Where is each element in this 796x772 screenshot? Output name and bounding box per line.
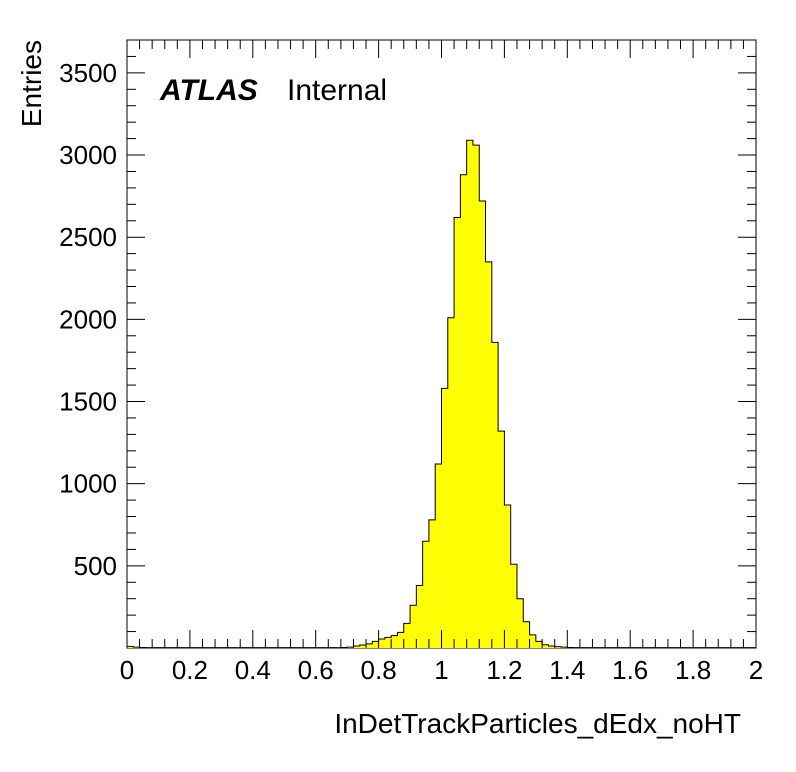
x-tick-label: 1.2 bbox=[486, 655, 522, 685]
histogram-bin bbox=[384, 637, 392, 648]
axis-ticks bbox=[126, 39, 757, 648]
histogram-bin bbox=[428, 519, 436, 648]
histogram-bars bbox=[126, 139, 757, 649]
histogram-bin bbox=[479, 201, 486, 648]
histogram-bin bbox=[516, 598, 524, 648]
x-tick-label: 1.4 bbox=[549, 655, 585, 685]
histogram-bin bbox=[353, 646, 360, 648]
x-tick-label: 0 bbox=[120, 655, 134, 685]
histogram-bin bbox=[491, 342, 499, 648]
atlas-label: ATLAS bbox=[159, 74, 258, 107]
histogram-bin bbox=[410, 605, 417, 648]
x-tick-label: 1 bbox=[434, 655, 448, 685]
histogram-bin bbox=[422, 541, 429, 648]
x-tick-label: 1.8 bbox=[675, 655, 711, 685]
histogram-bin bbox=[504, 505, 511, 648]
y-tick-label: 1000 bbox=[59, 469, 117, 499]
histogram-bin bbox=[391, 635, 398, 648]
y-axis-title: Entries bbox=[16, 40, 47, 127]
histogram-bin bbox=[523, 621, 530, 648]
histogram-bin bbox=[359, 645, 367, 648]
x-tick-label: 2 bbox=[749, 655, 763, 685]
histogram-bin bbox=[454, 217, 461, 648]
internal-label: Internal bbox=[287, 74, 387, 107]
histogram-bin bbox=[466, 140, 473, 648]
histogram-bin bbox=[529, 634, 536, 648]
y-tick-labels: 500 1000 1500 2000 2500 3000 3500 bbox=[59, 58, 117, 581]
y-tick-label: 3000 bbox=[59, 140, 117, 170]
x-tick-label: 1.6 bbox=[612, 655, 648, 685]
histogram-bin bbox=[460, 174, 467, 648]
x-tick-label: 0.4 bbox=[235, 655, 271, 685]
histogram-bin bbox=[554, 646, 562, 648]
histogram-bin bbox=[366, 643, 373, 648]
histogram-bin bbox=[372, 641, 379, 648]
histogram-bin bbox=[441, 388, 448, 648]
x-tick-label: 0.8 bbox=[361, 655, 397, 685]
y-tick-label: 2000 bbox=[59, 304, 117, 334]
x-tick-label: 0.2 bbox=[172, 655, 208, 685]
y-tick-label: 500 bbox=[74, 551, 117, 581]
histogram-bin bbox=[535, 641, 543, 648]
y-tick-label: 2500 bbox=[59, 222, 117, 252]
histogram-bin bbox=[447, 317, 455, 648]
histogram-bin bbox=[542, 644, 549, 648]
histogram-bin bbox=[416, 585, 423, 648]
histogram-bin bbox=[548, 646, 555, 648]
histogram-bin bbox=[378, 638, 385, 648]
histogram-outline bbox=[126, 139, 757, 649]
histogram-bin bbox=[498, 431, 505, 648]
x-tick-labels: 0 0.2 0.4 0.6 0.8 1 1.2 1.4 1.6 1.8 2 bbox=[120, 655, 763, 685]
histogram-bin bbox=[472, 145, 480, 648]
histogram-bin bbox=[485, 261, 492, 648]
histogram-bin bbox=[403, 623, 411, 648]
y-tick-label: 3500 bbox=[59, 58, 117, 88]
y-tick-label: 1500 bbox=[59, 387, 117, 417]
histogram-bin bbox=[435, 463, 442, 648]
x-tick-label: 0.6 bbox=[298, 655, 334, 685]
histogram-bin bbox=[510, 564, 517, 648]
histogram-bin bbox=[127, 646, 134, 648]
histogram-bin bbox=[397, 632, 404, 648]
x-axis-title: InDetTrackParticles_dEdx_noHT bbox=[334, 708, 741, 739]
